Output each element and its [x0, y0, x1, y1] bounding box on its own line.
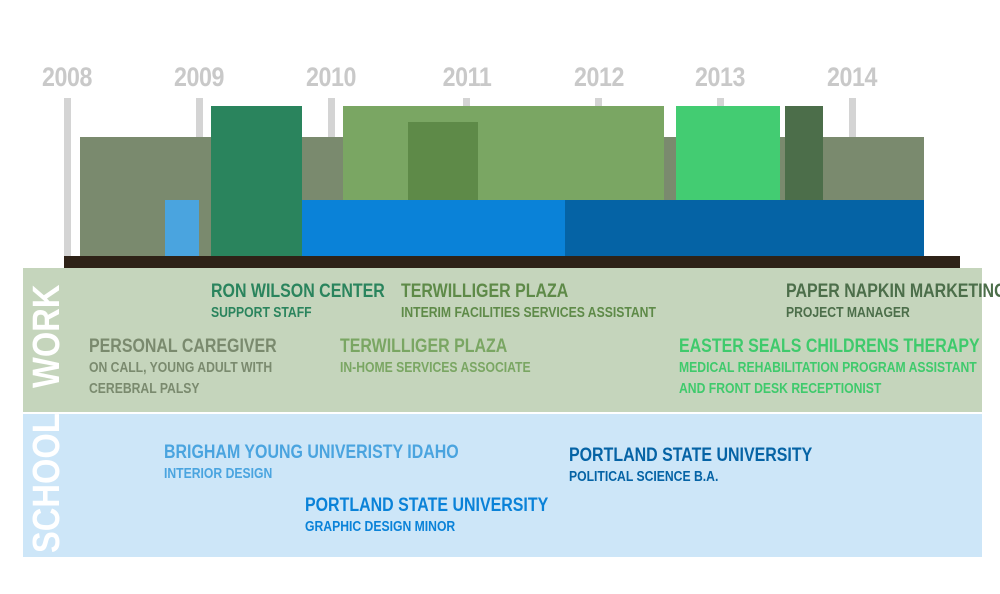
school-subtitle: INTERIOR DESIGN	[164, 466, 273, 482]
block-byu-idaho	[165, 200, 199, 257]
school-psu-political-science: PORTLAND STATE UNIVERSITY POLITICAL SCIE…	[569, 445, 812, 488]
job-easter-seals: EASTER SEALS CHILDRENS THERAPY MEDICAL R…	[679, 336, 980, 400]
job-title: EASTER SEALS CHILDRENS THERAPY	[679, 336, 980, 357]
block-psu-political-science	[565, 200, 924, 257]
job-subtitle: INTERIM FACILITIES SERVICES ASSISTANT	[401, 305, 656, 321]
school-title: PORTLAND STATE UNIVERSITY	[569, 445, 813, 466]
job-title: PERSONAL CAREGIVER	[89, 336, 277, 357]
year-label: 2010	[306, 62, 356, 92]
job-paper-napkin-marketing: PAPER NAPKIN MARKETING PROJECT MANAGER	[786, 281, 1000, 324]
job-terwilliger-in-home: TERWILLIGER PLAZA IN-HOME SERVICES ASSOC…	[340, 336, 531, 379]
job-personal-caregiver: PERSONAL CAREGIVER ON CALL, YOUNG ADULT …	[89, 336, 277, 400]
school-subtitle: POLITICAL SCIENCE B.A.	[569, 469, 719, 485]
year-label: 2008	[42, 62, 92, 92]
school-band	[23, 414, 982, 557]
block-terwilliger-in-home	[343, 106, 664, 201]
job-subtitle: PROJECT MANAGER	[786, 305, 910, 321]
job-ron-wilson-center: RON WILSON CENTER SUPPORT STAFF	[211, 281, 385, 324]
block-ron-wilson	[211, 106, 302, 257]
year-label: 2011	[442, 62, 492, 92]
school-section-label: SCHOOL	[26, 413, 68, 553]
year-label: 2014	[827, 62, 877, 92]
job-title: TERWILLIGER PLAZA	[401, 281, 569, 302]
year-label: 2009	[174, 62, 224, 92]
job-subtitle: MEDICAL REHABILITATION PROGRAM ASSISTANT	[679, 360, 977, 376]
block-terwilliger-interim	[408, 122, 478, 201]
school-title: BRIGHAM YOUNG UNIVERISTY IDAHO	[164, 442, 459, 463]
job-subtitle: ON CALL, YOUNG ADULT WITH	[89, 360, 273, 376]
job-title: PAPER NAPKIN MARKETING	[786, 281, 1000, 302]
job-title: RON WILSON CENTER	[211, 281, 385, 302]
year-label: 2012	[574, 62, 624, 92]
block-easter-seals	[676, 106, 780, 201]
school-subtitle: GRAPHIC DESIGN MINOR	[305, 519, 456, 535]
year-label: 2013	[695, 62, 745, 92]
work-section-label: WORK	[26, 284, 68, 388]
job-subtitle: SUPPORT STAFF	[211, 305, 312, 321]
block-paper-napkin	[785, 106, 823, 201]
job-subtitle: AND FRONT DESK RECEPTIONIST	[679, 381, 882, 397]
job-subtitle: CEREBRAL PALSY	[89, 381, 200, 397]
job-title: TERWILLIGER PLAZA	[340, 336, 508, 357]
work-band	[23, 268, 982, 412]
timeline-axis	[64, 256, 960, 268]
tick-2008	[64, 98, 71, 260]
school-byu-idaho: BRIGHAM YOUNG UNIVERISTY IDAHO INTERIOR …	[164, 442, 459, 485]
school-psu-graphic-design: PORTLAND STATE UNIVERSITY GRAPHIC DESIGN…	[305, 495, 548, 538]
job-terwilliger-interim: TERWILLIGER PLAZA INTERIM FACILITIES SER…	[401, 281, 656, 324]
job-subtitle: IN-HOME SERVICES ASSOCIATE	[340, 360, 531, 376]
block-psu-graphic-design	[302, 200, 565, 257]
school-title: PORTLAND STATE UNIVERSITY	[305, 495, 549, 516]
